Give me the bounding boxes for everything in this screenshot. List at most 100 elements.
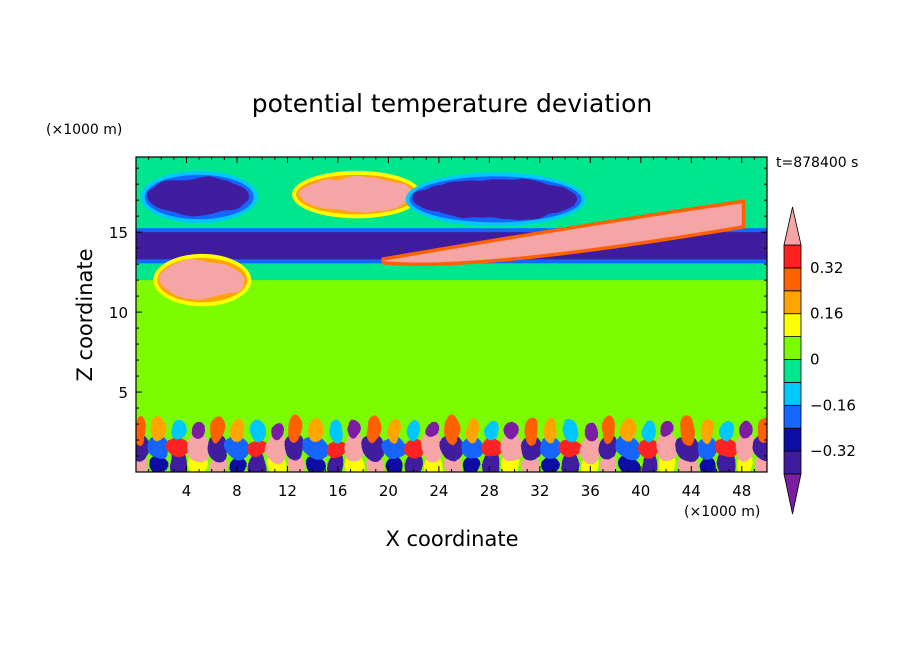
turbulence-cell (480, 439, 503, 458)
plot-area (136, 157, 767, 472)
field-patch (262, 291, 364, 409)
turbulence-cell (246, 439, 269, 458)
turbulence-cell (602, 415, 617, 446)
turbulence-cell (363, 435, 386, 462)
y-axis: 5 10 15 (109, 167, 767, 457)
x-tick-label: 4 (182, 482, 192, 500)
x-tick-label: 36 (581, 482, 600, 500)
turbulence-cell (150, 456, 169, 472)
turbulence-cell (402, 439, 425, 458)
turbulence-cell (441, 435, 464, 462)
turbulence-cell (152, 417, 167, 444)
colorbar-min-arrow (783, 473, 802, 515)
x-unit-label: (×1000 m) (684, 504, 760, 520)
turbulence-cell (698, 456, 717, 472)
colorbar-label: 0.16 (810, 305, 843, 323)
turbulence-cell (619, 456, 638, 472)
colorbar-box (783, 427, 802, 452)
colorbar-box (783, 381, 802, 406)
turbulence-cell (148, 437, 171, 460)
turbulence-cell (207, 435, 230, 462)
turbulence-cell (520, 435, 543, 462)
turbulence-cell (504, 421, 519, 440)
colorbar-box (783, 404, 802, 429)
colorbar-box (783, 267, 802, 292)
colorbar-label: −0.16 (810, 396, 856, 414)
turbulence-cell (559, 439, 582, 458)
turbulence-cell (696, 437, 719, 460)
turbulence-cell (426, 421, 441, 440)
colorbar-label: 0 (810, 351, 820, 369)
y-tick-label: 15 (109, 224, 128, 242)
turbulence-cell (578, 433, 601, 464)
x-axis-title: X coordinate (385, 527, 518, 551)
turbulence-cell (539, 437, 562, 460)
field-patch (375, 296, 490, 412)
turbulence-cell (367, 415, 382, 446)
turbulence-cell (250, 419, 265, 442)
turbulence-cell (617, 437, 640, 460)
turbulence-cell (461, 437, 484, 460)
turbulence-cell (324, 439, 347, 458)
x-tick-label: 32 (530, 482, 549, 500)
turbulence-cell (500, 433, 523, 464)
turbulence-cell (465, 417, 480, 444)
turbulence-cell (308, 417, 323, 444)
x-tick-label: 28 (480, 482, 499, 500)
turbulence-cell (191, 421, 206, 440)
turbulence-cell (285, 435, 308, 462)
turbulence-cell (660, 421, 675, 440)
chart-title: potential temperature deviation (252, 89, 652, 118)
turbulence-cell (136, 415, 147, 446)
turbulence-cell (328, 419, 343, 442)
field-patch (691, 308, 761, 409)
turbulence-cell (524, 415, 539, 446)
field-patch (501, 299, 591, 409)
x-tick-label: 20 (379, 482, 398, 500)
turbulence-cell (735, 433, 758, 464)
turbulence-cell (226, 437, 249, 460)
turbulence-cell (385, 456, 404, 472)
field-layers (136, 170, 767, 472)
colorbar-box (783, 336, 802, 360)
turbulence-cell (598, 435, 621, 462)
turbulence-cell (563, 419, 578, 442)
turbulence-cell (387, 417, 402, 444)
y-unit-label: (×1000 m) (46, 122, 122, 138)
colorbar-box (783, 290, 802, 315)
field-layer (136, 267, 767, 281)
turbulence-cell (621, 417, 636, 444)
turbulence-cell (715, 439, 738, 458)
y-axis-title: Z coordinate (73, 248, 97, 381)
turbulence-cell (541, 456, 560, 472)
time-label: t=878400 s (776, 155, 858, 171)
x-axis: 4 8 12 16 20 24 28 32 36 40 44 48 (148, 157, 755, 500)
colorbar-label: 0.32 (810, 259, 843, 277)
turbulence-cell (306, 456, 325, 472)
x-tick-label: 8 (232, 482, 242, 500)
turbulence-cell (406, 419, 421, 442)
x-tick-label: 40 (631, 482, 650, 500)
turbulence-cell (543, 417, 558, 444)
turbulence-cell (637, 439, 660, 458)
field-patch (148, 304, 250, 409)
turbulence-cell (187, 433, 210, 464)
turbulence-cell (656, 433, 679, 464)
colorbar-box (783, 450, 802, 475)
colorbar-max-arrow (783, 206, 802, 246)
x-tick-label: 44 (682, 482, 701, 500)
turbulence-cell (422, 433, 445, 464)
colorbar-box (783, 313, 802, 338)
turbulence-cell (228, 456, 247, 472)
colorbar: 0.32 0.16 0 −0.16 −0.32 (783, 206, 856, 515)
turbulence-cell (343, 433, 366, 464)
turbulence-cell (676, 435, 699, 462)
turbulence-cell (582, 421, 597, 440)
y-tick-label: 5 (118, 384, 128, 402)
turbulence-cell (211, 415, 226, 446)
turbulence-cell (383, 437, 406, 460)
turbulence-cell (680, 415, 695, 446)
turbulence-cell (758, 415, 767, 446)
turbulence-cell (719, 419, 734, 442)
